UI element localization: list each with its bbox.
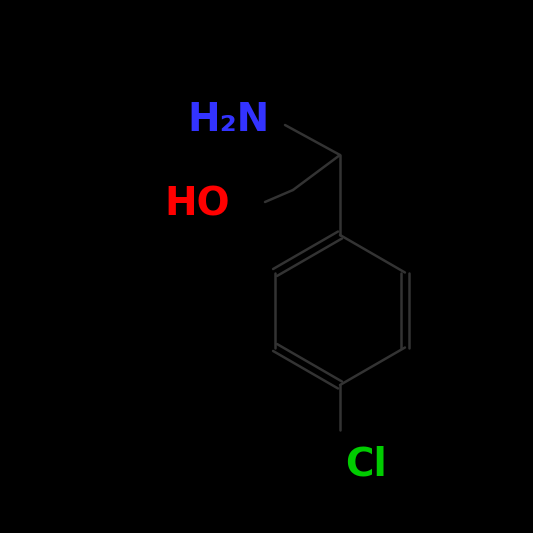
Text: Cl: Cl — [345, 445, 387, 483]
Text: HO: HO — [164, 186, 230, 224]
Text: H₂N: H₂N — [188, 101, 270, 139]
